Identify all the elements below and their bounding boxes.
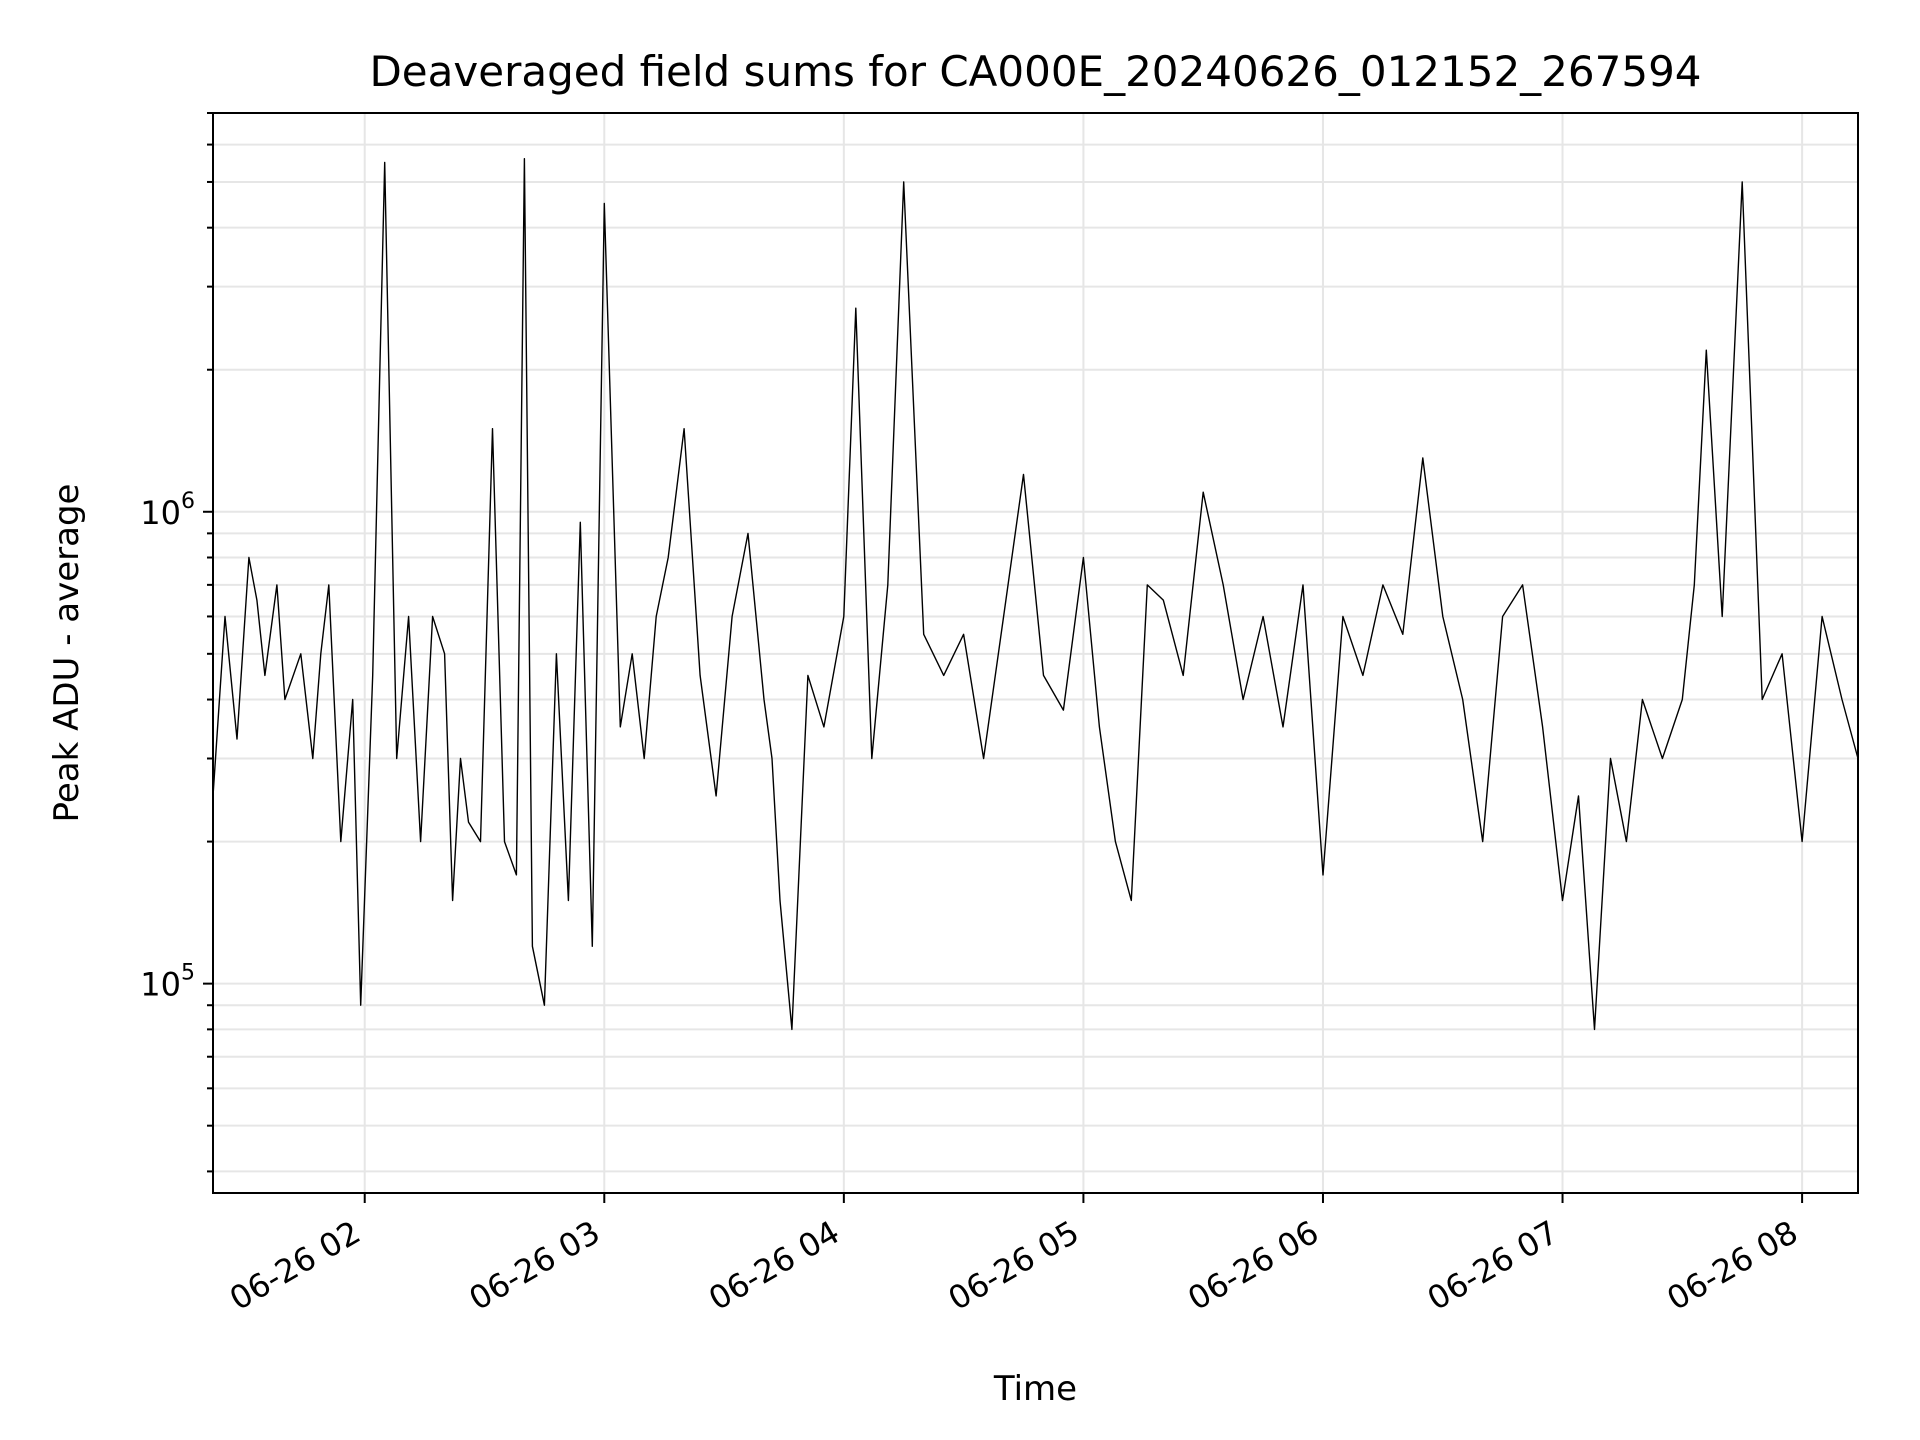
y-tick-label: 105: [140, 961, 195, 1004]
x-axis-label: Time: [993, 1369, 1077, 1409]
y-tick-label: 106: [140, 489, 195, 532]
y-axis-ticks: 105 106: [140, 112, 213, 1173]
series-layer: [212, 157, 1859, 1031]
y-axis-label: Peak ADU - average: [47, 484, 87, 823]
chart-title: Deaveraged field sums for CA000E_2024062…: [369, 47, 1701, 96]
series-line: [212, 157, 1859, 1031]
